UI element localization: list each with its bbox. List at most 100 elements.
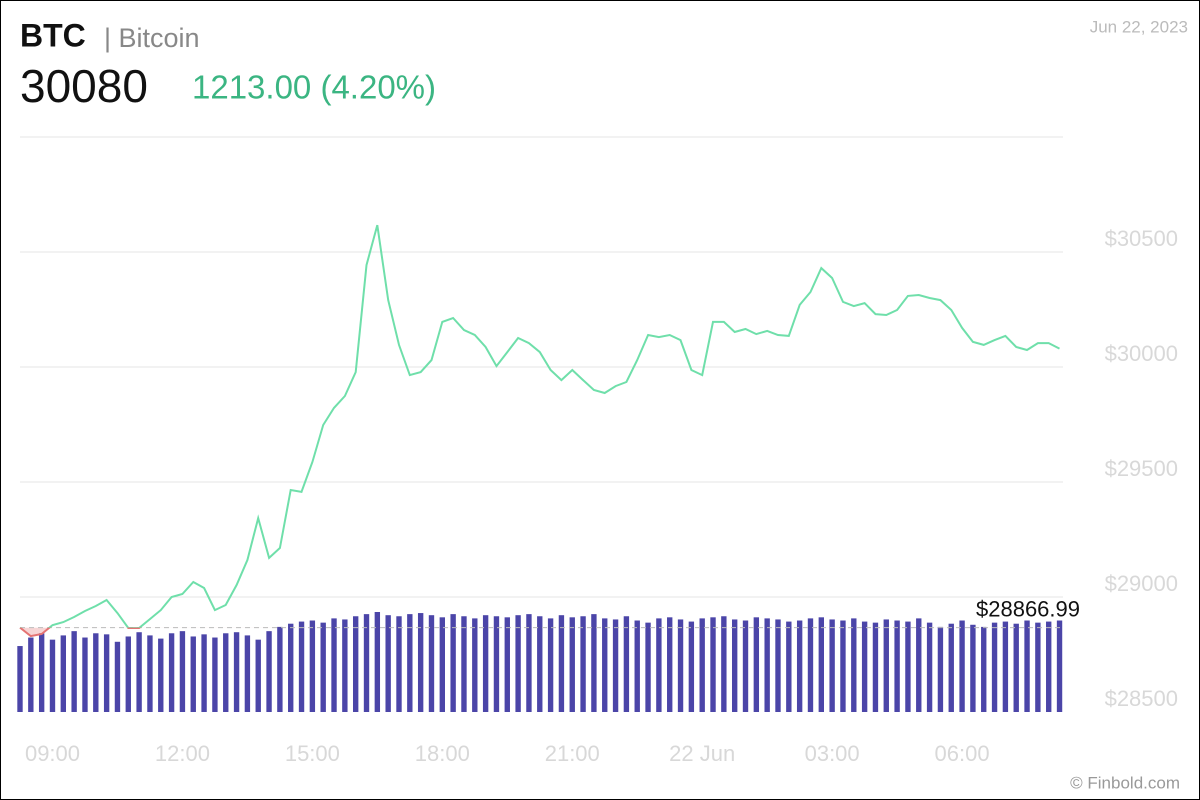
volume-bar bbox=[450, 614, 456, 712]
volume-bar bbox=[515, 615, 521, 712]
volume-bar bbox=[840, 620, 846, 712]
volume-bar bbox=[981, 626, 987, 712]
volume-bar bbox=[71, 631, 77, 712]
volume-bar bbox=[916, 618, 922, 712]
volume-bar bbox=[288, 623, 294, 712]
x-tick-label: 03:00 bbox=[805, 741, 860, 766]
volume-bar bbox=[537, 616, 543, 712]
area bbox=[20, 225, 1060, 628]
volume-bar bbox=[721, 616, 727, 712]
y-tick-label: $29000 bbox=[1105, 571, 1178, 596]
volume-bar bbox=[493, 616, 500, 712]
volume-bar bbox=[158, 638, 164, 712]
volume-bar bbox=[634, 620, 640, 712]
volume-bar bbox=[612, 619, 619, 712]
x-tick-label: 21:00 bbox=[545, 741, 600, 766]
volume-bar bbox=[656, 618, 662, 712]
volume-bar bbox=[136, 632, 142, 712]
volume-bar bbox=[569, 617, 575, 712]
volume-bar bbox=[168, 633, 175, 712]
change: 1213.00 (4.20%) bbox=[192, 69, 436, 106]
volume-bar bbox=[461, 616, 467, 712]
volume-bar bbox=[894, 620, 900, 712]
volume-bar bbox=[872, 622, 879, 712]
volume-bar bbox=[547, 618, 554, 712]
volume-bar bbox=[125, 636, 131, 712]
volume-bar bbox=[796, 620, 803, 712]
volume-bar bbox=[482, 615, 489, 712]
symbol: BTC bbox=[20, 17, 86, 53]
volume-bar bbox=[970, 624, 976, 712]
volume-bar bbox=[190, 636, 196, 712]
date: Jun 22, 2023 bbox=[1090, 17, 1188, 36]
volume-bar bbox=[829, 619, 835, 712]
volume-bar bbox=[472, 618, 478, 712]
volume-bar bbox=[580, 616, 586, 712]
volume-bar bbox=[526, 614, 532, 712]
volume-bar bbox=[223, 633, 229, 712]
volume-bar bbox=[385, 615, 391, 712]
volume-bar bbox=[764, 618, 770, 712]
source: © Finbold.com bbox=[1070, 773, 1180, 792]
volume-bar bbox=[1046, 621, 1052, 712]
x-tick-label: 15:00 bbox=[285, 741, 340, 766]
volume-bar bbox=[17, 646, 23, 712]
y-tick-label: $30500 bbox=[1105, 226, 1178, 251]
volume-bar bbox=[298, 621, 305, 712]
volume-bar bbox=[212, 637, 218, 712]
volume-bar bbox=[677, 619, 684, 712]
volume-bar bbox=[731, 619, 738, 712]
volume-bar bbox=[786, 621, 792, 712]
volume-bar bbox=[233, 632, 240, 712]
volume-bar bbox=[428, 615, 435, 712]
volume-bar bbox=[948, 623, 954, 712]
volume-bar bbox=[883, 619, 889, 712]
volume-bar bbox=[667, 617, 673, 712]
volume-bar bbox=[374, 612, 381, 712]
volume-bar bbox=[688, 621, 695, 712]
volume-bar bbox=[331, 618, 337, 712]
volume-bar bbox=[991, 622, 998, 712]
volume-bar bbox=[82, 637, 88, 712]
volume-bar bbox=[439, 617, 445, 712]
volume-bar bbox=[1035, 622, 1041, 712]
volume-bar bbox=[926, 622, 933, 712]
volume-bar bbox=[959, 620, 965, 712]
volume-bar bbox=[645, 622, 651, 712]
volume-bar bbox=[1056, 620, 1063, 712]
volume-bar bbox=[60, 635, 67, 712]
volume-bar bbox=[407, 614, 413, 712]
volume-bar bbox=[342, 619, 348, 712]
reference-label: $28866.99 bbox=[976, 596, 1080, 621]
volume-bar bbox=[244, 635, 251, 712]
volume-bar bbox=[504, 617, 510, 712]
volume-bar bbox=[937, 626, 944, 712]
volume-bar bbox=[699, 618, 705, 712]
volume-bar bbox=[266, 631, 272, 712]
volume-bar bbox=[710, 617, 716, 712]
x-tick-label: 22 Jun bbox=[669, 741, 735, 766]
volume-bar bbox=[147, 635, 153, 712]
volume-bar bbox=[623, 616, 630, 712]
volume-bar bbox=[417, 613, 424, 712]
volume-bar bbox=[818, 617, 824, 712]
volume-bar bbox=[1002, 621, 1009, 712]
asset-name: | Bitcoin bbox=[104, 23, 200, 53]
price: 30080 bbox=[20, 60, 148, 112]
x-tick-label: 09:00 bbox=[25, 741, 80, 766]
volume-bar bbox=[905, 621, 911, 712]
volume-bar bbox=[742, 620, 749, 712]
y-tick-label: $30000 bbox=[1105, 341, 1178, 366]
volume-bar bbox=[775, 619, 781, 712]
volume-bar bbox=[277, 626, 283, 712]
volume-bar bbox=[352, 616, 359, 712]
volume-bar bbox=[861, 621, 868, 712]
volume-bar bbox=[1024, 620, 1030, 712]
volume-bar bbox=[201, 634, 207, 712]
volume-bar bbox=[591, 614, 597, 712]
volume-bar bbox=[103, 634, 110, 712]
volume-bar bbox=[807, 618, 814, 712]
x-tick-label: 12:00 bbox=[155, 741, 210, 766]
volume-bar bbox=[93, 633, 99, 712]
